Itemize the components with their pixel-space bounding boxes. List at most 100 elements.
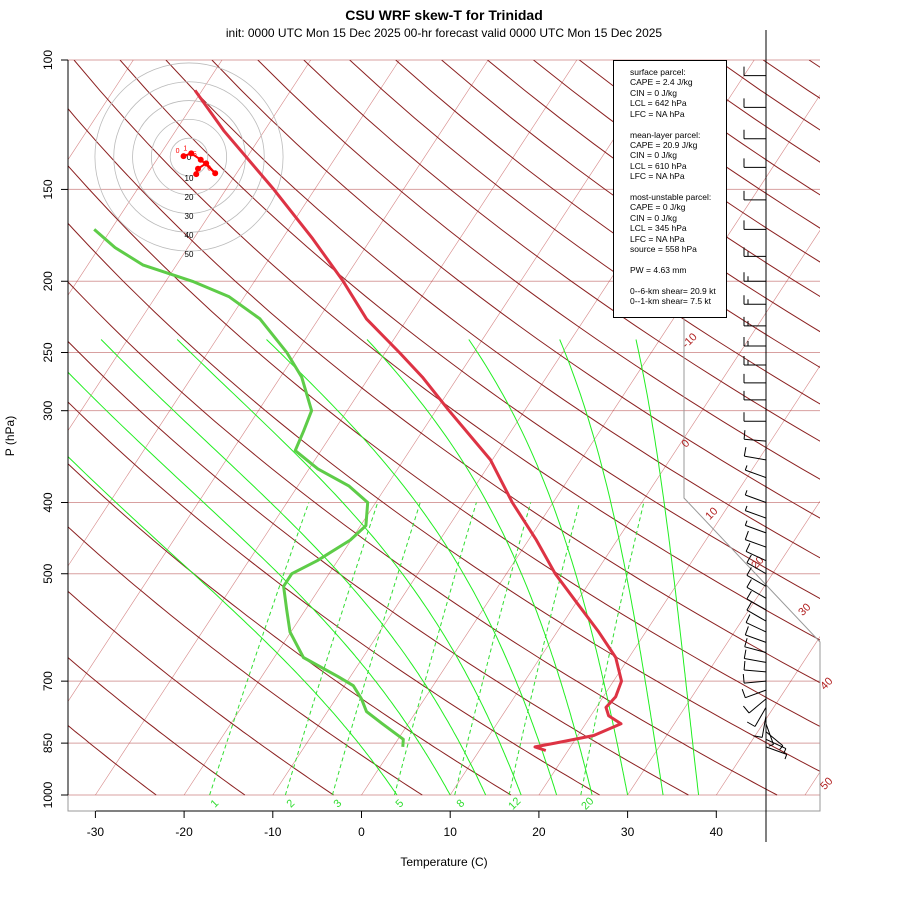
hodograph-ring xyxy=(169,137,209,177)
wind-barb xyxy=(744,520,767,534)
wind-barb xyxy=(744,626,767,643)
dry-adiabat-line xyxy=(68,401,600,796)
x-tick-label: 10 xyxy=(444,825,458,839)
moist-adiabat-line xyxy=(559,339,664,796)
legend-line: PW = 4.63 mm xyxy=(630,265,687,275)
x-tick-label: 30 xyxy=(621,825,635,839)
hodograph-ring-label: 50 xyxy=(185,250,194,259)
dry-adiabat-line xyxy=(68,590,334,796)
hodograph-ring xyxy=(150,118,228,196)
moist-adiabat-lines xyxy=(68,339,700,796)
moist-adiabat-line xyxy=(100,339,487,796)
wind-barb xyxy=(743,356,766,366)
wind-barb xyxy=(743,430,767,442)
mixing-ratio-label: 5 xyxy=(393,797,406,810)
mixing-ratio-lines xyxy=(209,502,645,796)
y-tick-label: 300 xyxy=(41,400,55,420)
hodograph-point xyxy=(195,165,202,172)
isotherm-label: -10 xyxy=(680,331,700,351)
dry-adiabat-line xyxy=(68,222,820,772)
wind-barb xyxy=(743,316,766,327)
legend-line: CAPE = 2.4 J/kg xyxy=(630,77,693,88)
isotherm-label: 50 xyxy=(818,775,835,792)
dry-adiabat-line xyxy=(68,463,512,796)
hodograph-ring xyxy=(94,62,284,252)
mixing-ratio-label: 20 xyxy=(579,795,596,812)
y-tick-label: 500 xyxy=(41,563,55,583)
wind-barb xyxy=(743,220,766,230)
dry-adiabat-line xyxy=(68,340,689,796)
hodograph-point xyxy=(180,153,187,160)
wind-barb xyxy=(743,412,766,422)
legend-block: 0--6-km shear= 20.9 kt 0--1-km shear= 7.5… xyxy=(630,286,726,307)
wind-barb xyxy=(744,490,767,503)
isotherm-label: 0 xyxy=(679,437,692,450)
wind-barb xyxy=(765,723,774,747)
dewpoint-profile xyxy=(93,228,405,747)
isotherm-line xyxy=(95,60,578,796)
y-tick-label: 400 xyxy=(41,492,55,512)
wind-barb xyxy=(765,738,787,754)
dry-adiabat-line xyxy=(395,60,820,368)
hodograph-ring-label: 30 xyxy=(185,212,194,221)
wind-barb xyxy=(743,295,766,305)
isotherm-line xyxy=(627,500,820,796)
legend-block: surface parcel: CAPE = 2.4 J/kg CIN = 0 J/… xyxy=(630,67,726,119)
wind-barb xyxy=(745,614,767,633)
moist-adiabat-line xyxy=(176,339,522,796)
moist-adiabat-line xyxy=(366,339,593,796)
legend-line: 0--6-km shear= 20.9 kt xyxy=(630,285,716,296)
y-axis-label: P (hPa) xyxy=(3,416,17,456)
hodograph-ring-label: 0 xyxy=(187,153,192,162)
y-tick-label: 250 xyxy=(41,342,55,362)
wind-barb xyxy=(743,337,766,347)
y-tick-label: 150 xyxy=(41,179,55,199)
mixing-ratio-label: 12 xyxy=(506,795,523,812)
moist-adiabat-line xyxy=(266,339,558,796)
legend-line: LFC = NA hPa xyxy=(630,171,685,182)
isotherm-line xyxy=(68,60,223,296)
isotherm-line xyxy=(68,60,489,702)
isotherm-label: 30 xyxy=(796,601,813,618)
wind-barb xyxy=(745,543,767,562)
dry-adiabat-line xyxy=(119,60,820,600)
hodograph-point xyxy=(197,156,204,163)
mixing-ratio-label: 2 xyxy=(284,797,297,810)
dry-adiabat-line xyxy=(257,60,820,480)
x-tick-label: -10 xyxy=(264,825,282,839)
legend-line: surface parcel: xyxy=(630,67,686,77)
isotherm-line xyxy=(361,94,820,796)
dry-adiabat-line xyxy=(68,107,820,684)
mixing-ratio-label: 1 xyxy=(208,797,221,810)
legend-line: CIN = 0 J/kg xyxy=(630,87,678,98)
wind-barb xyxy=(746,554,767,575)
mixing-ratio-labels: 1 2 3 5 8 12 20 xyxy=(208,795,596,812)
wind-barbs xyxy=(741,30,788,842)
legend-line: LCL = 345 hPa xyxy=(630,223,687,234)
wind-barb xyxy=(743,272,766,282)
mixing-ratio-line xyxy=(209,502,310,796)
wind-barb xyxy=(743,247,766,257)
moist-adiabat-line xyxy=(468,339,629,796)
hodograph-point-label: 6 xyxy=(207,165,211,172)
wind-barb xyxy=(746,590,767,611)
wind-barb xyxy=(744,638,767,653)
legend-line: mean-layer parcel: xyxy=(630,129,701,140)
legend-block: mean-layer parcel: CAPE = 20.9 J/kg CIN = … xyxy=(630,130,726,182)
isotherm-label: 10 xyxy=(703,505,720,522)
hodograph-ring-label: 20 xyxy=(185,193,194,202)
y-tick-label: 1000 xyxy=(41,781,55,808)
isotherm-line xyxy=(183,60,666,796)
wind-barb xyxy=(765,731,784,750)
legend-block: most-unstable parcel: CAPE = 0 J/kg CIN = … xyxy=(630,192,726,254)
dry-adiabat-lines xyxy=(68,60,820,796)
sounding-profiles xyxy=(93,89,623,752)
temperature-profile xyxy=(193,89,623,752)
wind-barb xyxy=(743,649,767,663)
legend-line: CAPE = 0 J/kg xyxy=(630,202,686,213)
wind-barb xyxy=(746,602,767,622)
isotherm-lines xyxy=(68,60,820,796)
mixing-ratio-label: 8 xyxy=(454,797,467,810)
isotherm-line xyxy=(716,636,820,796)
